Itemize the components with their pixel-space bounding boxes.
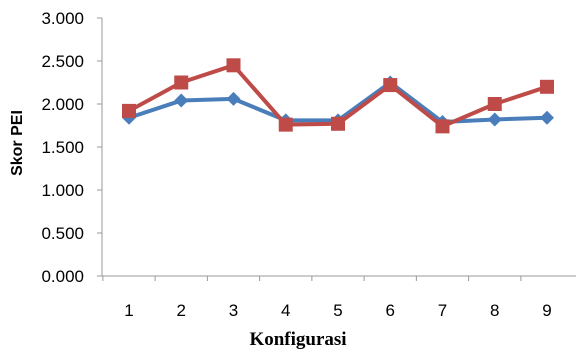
x-tick-label: 1 [124, 301, 133, 320]
data-point-square [540, 79, 554, 94]
data-point-square [435, 119, 450, 134]
data-point-square [487, 97, 502, 111]
x-tick-label: 2 [177, 301, 186, 320]
data-point-square [122, 103, 136, 118]
y-tick-label: 1.500 [41, 138, 84, 157]
x-tick-label: 8 [490, 301, 499, 320]
series-group [122, 58, 554, 134]
data-point-diamond [540, 110, 554, 125]
x-tick-label: 4 [281, 301, 290, 320]
y-tick-label: 2.000 [41, 95, 84, 114]
data-point-square [278, 117, 293, 132]
x-tick-label: 3 [229, 301, 238, 320]
x-axis-ticks: 1 2 3 4 5 6 7 8 9 [102, 276, 552, 320]
series-2 [122, 58, 554, 134]
x-tick-label: 6 [386, 301, 395, 320]
data-point-square [331, 116, 345, 131]
x-tick-label: 7 [438, 301, 447, 320]
y-tick-label: 3.000 [41, 9, 84, 28]
y-tick-label: 2.500 [41, 52, 84, 71]
y-axis-ticks: 0.000 0.500 1.000 1.500 2.000 2.500 3.000 [41, 9, 102, 286]
y-tick-label: 1.000 [41, 181, 84, 200]
data-point-square [174, 75, 189, 90]
x-tick-label: 9 [542, 301, 551, 320]
y-tick-label: 0.500 [41, 224, 84, 243]
x-axis-label: Konfigurasi [249, 329, 346, 349]
data-point-diamond [487, 112, 502, 127]
x-tick-label: 5 [333, 301, 342, 320]
y-axis-label: Skor PEI [9, 110, 26, 176]
data-point-diamond [226, 91, 241, 106]
data-point-diamond [174, 93, 189, 108]
y-tick-label: 0.000 [41, 267, 84, 286]
data-point-square [226, 58, 241, 73]
data-point-square [383, 78, 398, 93]
